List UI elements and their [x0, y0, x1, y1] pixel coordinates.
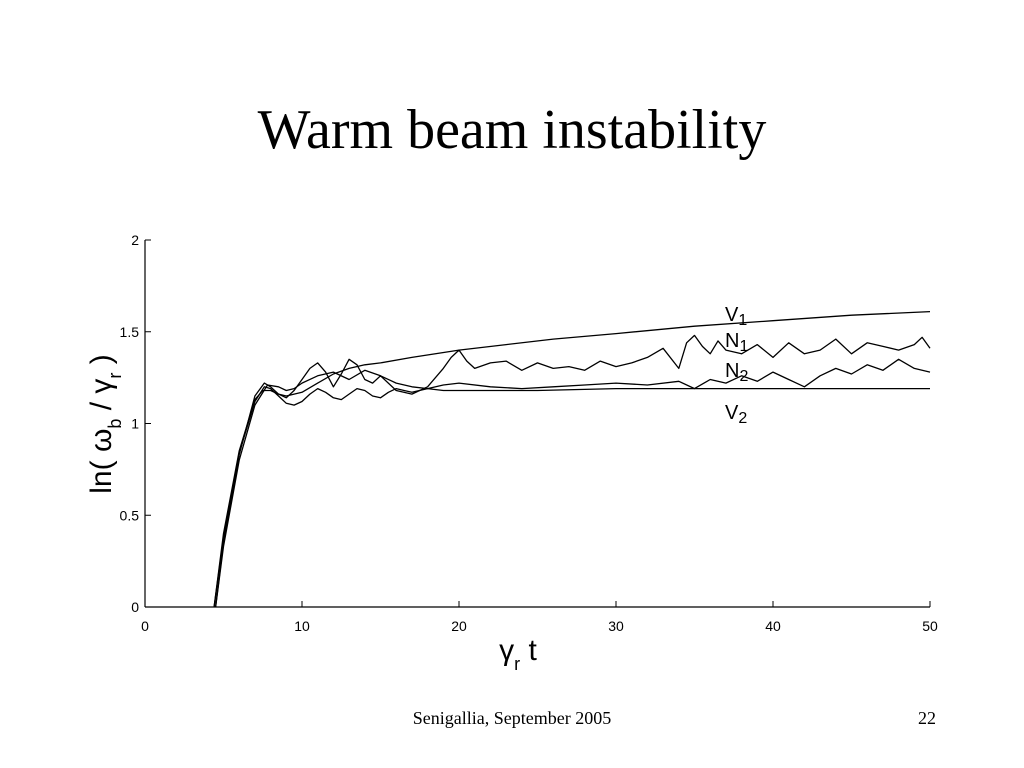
x-tick-label: 30 [608, 618, 624, 634]
x-axis-label-main: γ [499, 634, 514, 667]
y-axis-label-sub2: r [105, 373, 125, 379]
y-tick-label: 2 [131, 232, 139, 248]
y-tick-label: 1 [131, 416, 139, 432]
x-tick-label: 50 [922, 618, 938, 634]
x-axis-label-sub: r [514, 654, 520, 674]
y-axis-label-main: ln( ω [85, 429, 118, 494]
slide-title: Warm beam instability [257, 99, 767, 161]
x-tick-label: 10 [294, 618, 310, 634]
y-tick-label: 0 [131, 599, 139, 615]
series-line-n2 [214, 358, 931, 608]
slide-page-number: 22 [918, 708, 936, 728]
y-axis-label-tail: ) [85, 354, 118, 372]
x-axis-label-tail: t [520, 634, 537, 667]
y-tick-label: 0.5 [120, 507, 140, 523]
chart-axes [144, 240, 930, 608]
y-axis-label-mid: / γ [85, 379, 118, 419]
chart-ticks: 0 10 20 30 40 50 0 0.5 1 1.5 2 [120, 232, 938, 634]
series-label-v1: V1 [725, 304, 747, 329]
slide-footer: Senigallia, September 2005 [412, 708, 612, 728]
series-line-v1 [213, 310, 931, 608]
x-tick-label: 0 [141, 618, 149, 634]
series-label-n2: N2 [725, 360, 748, 385]
chart-series [213, 310, 931, 608]
series-line-n1 [214, 334, 931, 608]
x-tick-label: 40 [765, 618, 781, 634]
y-tick-label: 1.5 [120, 324, 140, 340]
y-axis-label: ln( ωb / γr ) [85, 354, 125, 493]
x-axis-label: γr t [499, 634, 537, 674]
y-axis-label-sub1: b [105, 419, 125, 429]
series-label-n1: N1 [725, 330, 748, 355]
series-line-v2 [213, 386, 930, 608]
x-tick-label: 20 [451, 618, 467, 634]
series-label-v2: V2 [725, 402, 747, 427]
